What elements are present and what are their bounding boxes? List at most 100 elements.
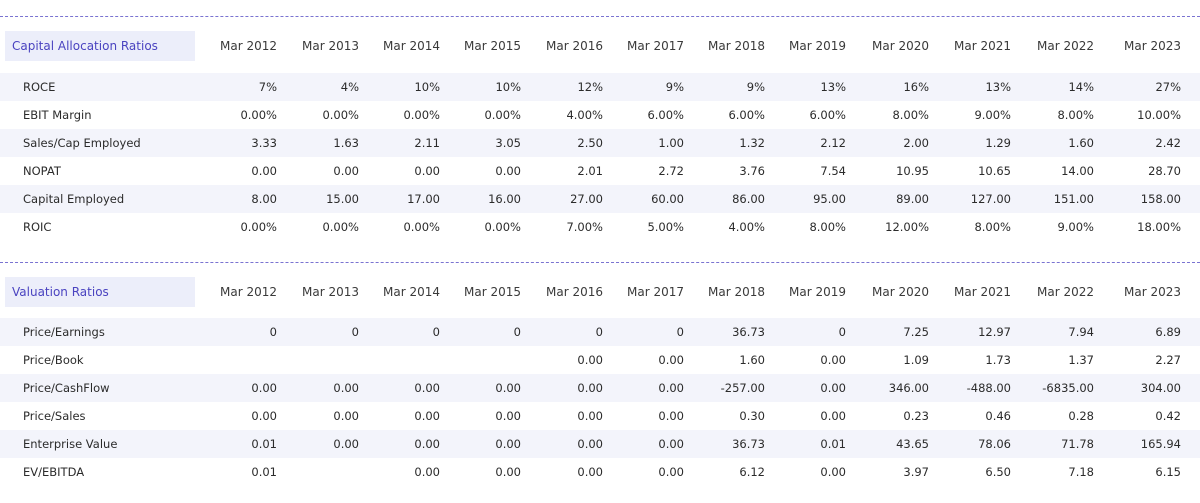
table-cell: 8.00 [251, 192, 277, 206]
table-cell [279, 458, 359, 486]
table-cell: 8.00% [974, 220, 1011, 234]
table-cell: 4.00% [566, 108, 603, 122]
table-cell: 36.73 [732, 325, 765, 339]
table-row: Price/Earnings 0 0 0 0 0 0 36.73 0 7.25 12.97 7.94 6… [0, 318, 1200, 346]
table-cell: 1.29 [985, 136, 1011, 150]
table-cell: 127.00 [970, 192, 1011, 206]
table-cell: 0 [595, 325, 603, 339]
table-cell: 60.00 [651, 192, 684, 206]
table-cell: 7.25 [903, 325, 929, 339]
table-cell: 10% [414, 80, 440, 94]
table-cell: 0.00 [577, 353, 603, 367]
table-cell: 4.00% [728, 220, 765, 234]
table-cell: 0.00 [658, 409, 684, 423]
table-cell: -488.00 [966, 381, 1011, 395]
table-cell: 89.00 [896, 192, 929, 206]
table-row: EV/EBITDA 0.01 0.00 0.00 0.00 0.00 6.12 0.00 3.9… [0, 458, 1200, 486]
table-cell: 9.00% [1057, 220, 1094, 234]
table-cell: 346.00 [888, 381, 929, 395]
table-cell: 0 [676, 325, 684, 339]
table-cell: 0.01 [251, 465, 277, 479]
table-cell: 0.00 [333, 381, 359, 395]
row-label: Enterprise Value [23, 437, 118, 451]
table-cell: 6.00% [728, 108, 765, 122]
table-cell: 0.00 [820, 381, 846, 395]
table-cell: 0.00% [322, 108, 359, 122]
table-row: Price/Book 0.00 0.00 1.60 0.00 1.09 1.73 1.37 2.… [0, 346, 1200, 374]
table-cell: 16% [903, 80, 929, 94]
valuation-section-title: Valuation Ratios [5, 277, 195, 307]
table-cell: 7% [258, 80, 277, 94]
table-cell: 0.00 [251, 409, 277, 423]
capital-section-title: Capital Allocation Ratios [5, 31, 195, 61]
table-cell: 1.73 [985, 353, 1011, 367]
row-label: ROCE [23, 80, 56, 94]
table-cell: 0.00 [658, 465, 684, 479]
table-cell: 2.42 [1155, 136, 1181, 150]
table-row: NOPAT 0.00 0.00 0.00 0.00 2.01 2.72 3.76 7.54 10.… [0, 157, 1200, 185]
capital-allocation-section: Capital Allocation Ratios Mar 2012 Mar 20… [0, 31, 1200, 241]
table-cell: 3.97 [903, 465, 929, 479]
table-cell: 158.00 [1140, 192, 1181, 206]
table-cell: 0.00 [658, 353, 684, 367]
column-header-mar-2021: Mar 2021 [954, 285, 1011, 299]
table-row: Sales/Cap Employed 3.33 1.63 2.11 3.05 2.50 1.… [0, 129, 1200, 157]
table-cell: 0.00 [333, 437, 359, 451]
row-label: Price/CashFlow [23, 381, 110, 395]
table-cell: 0.00 [333, 409, 359, 423]
table-cell: 0.00 [414, 437, 440, 451]
table-cell: 0.00% [240, 220, 277, 234]
table-cell: 13% [985, 80, 1011, 94]
table-cell: 0.00% [322, 220, 359, 234]
table-row: Enterprise Value 0.01 0.00 0.00 0.00 0.00 0.00… [0, 430, 1200, 458]
table-cell: 8.00% [1057, 108, 1094, 122]
table-row: Capital Employed 8.00 15.00 17.00 16.00 27.00… [0, 185, 1200, 213]
table-cell: 3.33 [251, 136, 277, 150]
table-cell: -6835.00 [1042, 381, 1094, 395]
row-label: EV/EBITDA [23, 465, 85, 479]
table-cell: 1.32 [739, 136, 765, 150]
table-cell: 0.30 [739, 409, 765, 423]
row-label: NOPAT [23, 164, 61, 178]
table-cell: 17.00 [407, 192, 440, 206]
table-cell: 0.00 [414, 381, 440, 395]
table-row: EBIT Margin 0.00% 0.00% 0.00% 0.00% 4.00% 6.00… [0, 101, 1200, 129]
table-cell: 6.12 [739, 465, 765, 479]
column-header-mar-2016: Mar 2016 [546, 39, 603, 53]
table-cell: 1.37 [1068, 353, 1094, 367]
column-header-mar-2023: Mar 2023 [1124, 285, 1181, 299]
table-cell: 0.00% [484, 220, 521, 234]
row-label: Capital Employed [23, 192, 125, 206]
row-label: Price/Earnings [23, 325, 105, 339]
table-cell: 3.05 [495, 136, 521, 150]
table-cell: 0.46 [985, 409, 1011, 423]
table-cell: 8.00% [809, 220, 846, 234]
column-header-mar-2017: Mar 2017 [627, 285, 684, 299]
column-header-mar-2012: Mar 2012 [220, 39, 277, 53]
table-cell: 6.50 [985, 465, 1011, 479]
table-cell: 0.42 [1155, 409, 1181, 423]
capital-header-row: Capital Allocation Ratios Mar 2012 Mar 20… [0, 31, 1200, 65]
middle-divider [0, 262, 1200, 263]
table-cell: 0 [351, 325, 359, 339]
table-cell: 0.00 [495, 164, 521, 178]
table-cell [197, 346, 277, 374]
table-row: Price/CashFlow 0.00 0.00 0.00 0.00 0.00 0.00 -2… [0, 374, 1200, 402]
table-cell: 78.06 [978, 437, 1011, 451]
table-cell: 7.00% [566, 220, 603, 234]
valuation-section: Valuation Ratios Mar 2012 Mar 2013 Mar 201… [0, 277, 1200, 486]
table-cell: 14% [1068, 80, 1094, 94]
table-cell: 12.97 [978, 325, 1011, 339]
table-cell: 9% [746, 80, 765, 94]
table-cell: 0.00 [658, 437, 684, 451]
table-cell: 12.00% [885, 220, 929, 234]
table-cell [360, 346, 440, 374]
table-cell: 0 [269, 325, 277, 339]
table-cell: 0.00 [577, 409, 603, 423]
table-cell: 0.00 [333, 164, 359, 178]
table-cell: 0.00 [658, 381, 684, 395]
table-cell: 0.00 [414, 409, 440, 423]
column-header-mar-2014: Mar 2014 [383, 285, 440, 299]
table-cell: 2.72 [658, 164, 684, 178]
table-cell: 304.00 [1140, 381, 1181, 395]
